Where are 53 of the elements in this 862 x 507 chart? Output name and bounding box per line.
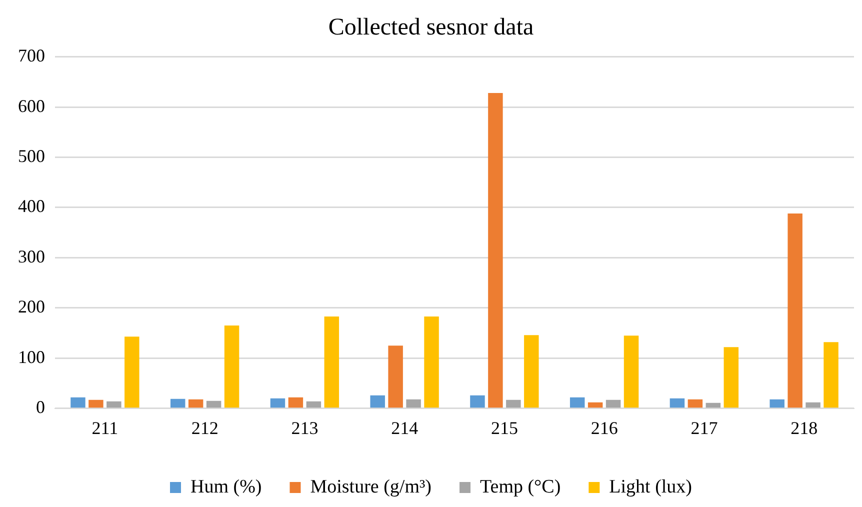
x-tick-label: 216 — [590, 418, 618, 438]
bar — [824, 342, 838, 408]
bar — [388, 346, 403, 408]
y-tick-label: 200 — [18, 296, 45, 317]
bar — [606, 400, 621, 408]
bar — [106, 401, 122, 408]
bar — [524, 335, 539, 408]
bar — [206, 400, 222, 408]
bar — [424, 316, 439, 408]
bar — [688, 399, 703, 408]
bar — [88, 400, 104, 408]
y-tick-label: 400 — [18, 196, 45, 216]
bar — [324, 316, 340, 408]
bar — [670, 398, 685, 408]
bar — [506, 400, 521, 408]
legend-label: Moisture (g/m³) — [310, 476, 432, 498]
x-tick-label: 215 — [490, 418, 518, 438]
x-tick-label: 218 — [790, 418, 818, 438]
bar — [488, 92, 503, 408]
y-tick-label: 600 — [18, 96, 45, 116]
bar — [624, 336, 639, 408]
y-tick-label: 300 — [18, 246, 45, 266]
bar — [70, 397, 86, 408]
y-tick-label: 0 — [36, 397, 45, 418]
bar — [588, 402, 603, 408]
bar — [788, 214, 802, 408]
x-tick-label: 213 — [291, 418, 318, 438]
bar — [288, 397, 304, 408]
bar — [570, 397, 585, 408]
legend-label: Hum (%) — [190, 476, 262, 498]
bar — [124, 336, 140, 408]
bar — [188, 399, 204, 408]
bar — [306, 401, 322, 408]
y-tick-label: 700 — [18, 46, 45, 66]
y-tick-label: 100 — [18, 346, 45, 367]
bar — [724, 347, 739, 408]
bar — [470, 395, 485, 408]
legend-label: Temp (°C) — [480, 476, 561, 498]
legend-label: Light (lux) — [609, 476, 692, 498]
bar — [770, 399, 784, 408]
bar — [706, 402, 721, 408]
bar — [370, 395, 385, 408]
x-tick-label: 217 — [690, 418, 718, 438]
x-tick-label: 214 — [391, 418, 418, 438]
bar — [270, 398, 286, 408]
bar — [806, 402, 820, 408]
bar — [224, 326, 240, 408]
x-tick-label: 212 — [191, 418, 218, 438]
bar — [406, 399, 421, 408]
x-tick-label: 211 — [92, 418, 118, 438]
y-tick-label: 500 — [18, 146, 45, 166]
bar — [170, 398, 186, 408]
chart-title: Collected sesnor data — [328, 14, 534, 41]
